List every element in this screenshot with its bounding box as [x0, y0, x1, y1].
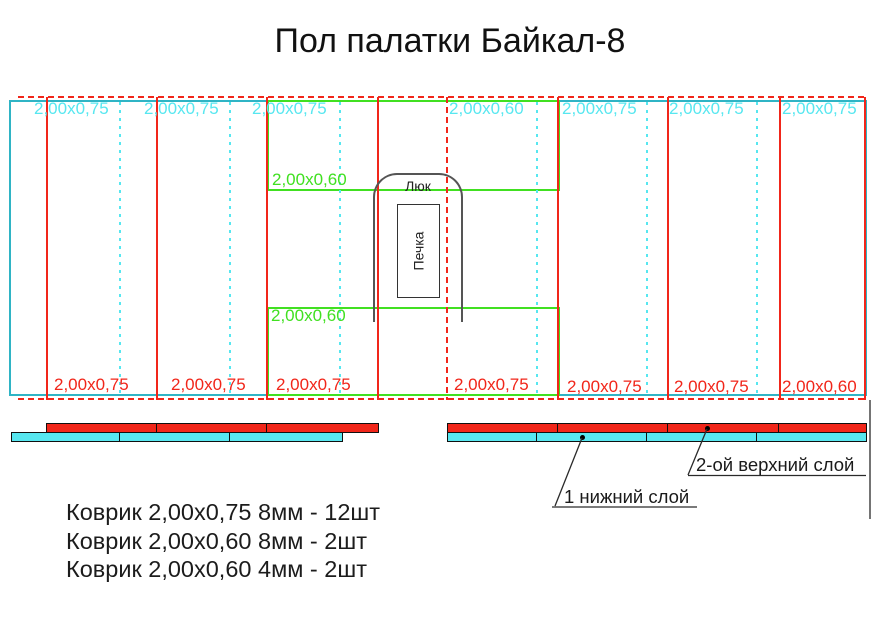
- stove-box: Печка: [397, 204, 440, 298]
- green-mat-upper: [267, 100, 560, 191]
- legend-line: Коврик 2,00х0,60 4мм - 2шт: [66, 556, 367, 583]
- mat-size-label: 2,00х0,60: [449, 99, 524, 118]
- mat-segment-cyan: [229, 432, 343, 442]
- legend-block: Коврик 2,00х0,75 8мм - 12шт Коврик 2,00х…: [66, 498, 380, 584]
- hatch-outline: Люк: [373, 173, 463, 322]
- red-mat-top-edge-dashed: [18, 96, 867, 98]
- hatch-label: Люк: [405, 178, 431, 194]
- page-title: Пол палатки Байкал-8: [274, 22, 626, 60]
- mat-size-label-green: 2,00х0,60: [271, 306, 346, 325]
- red-mat-edge-line: [46, 97, 48, 400]
- mat-size-label: 2,00х0,75: [171, 375, 246, 394]
- cyan-mat-edge-line: [229, 102, 231, 395]
- mat-size-label: 2,00х0,75: [252, 99, 327, 118]
- mat-segment-cyan: [119, 432, 231, 442]
- lower-layer-label: 1 нижний слой: [564, 486, 690, 507]
- cyan-mat-edge-line: [756, 102, 758, 395]
- upper-layer-label: 2-ой верхний слой: [696, 454, 855, 475]
- mat-size-label-green: 2,00х0,60: [272, 170, 347, 189]
- stove-label: Печка: [410, 231, 427, 271]
- red-mat-edge-line: [557, 97, 559, 400]
- mat-segment-cyan: [756, 432, 867, 442]
- cyan-mat-edge-line: [536, 102, 538, 395]
- cyan-mat-edge-line: [646, 102, 648, 395]
- red-mat-edge-line: [377, 97, 379, 400]
- red-mat-edge-line: [667, 97, 669, 400]
- mat-size-label: 2,00х0,75: [454, 375, 529, 394]
- red-mat-bottom-edge-dashed: [18, 398, 867, 400]
- mat-size-label: 2,00х0,75: [144, 99, 219, 118]
- red-mat-edge-line: [266, 97, 268, 400]
- cyan-mat-edge-line: [339, 102, 341, 395]
- red-mat-edge-line: [779, 97, 781, 400]
- legend-line: Коврик 2,00х0,75 8мм - 12шт: [66, 499, 381, 525]
- mat-size-label: 2,00х0,75: [276, 375, 351, 394]
- red-mat-edge-line: [864, 97, 866, 400]
- mat-size-label: 2,00х0,60: [782, 377, 857, 396]
- mat-segment-cyan: [646, 432, 758, 442]
- mat-size-label: 2,00х0,75: [34, 99, 109, 118]
- mat-size-label: 2,00х0,75: [782, 99, 857, 118]
- green-mat-lower: [267, 307, 560, 396]
- mat-size-label: 2,00х0,75: [674, 377, 749, 396]
- mat-size-label: 2,00х0,75: [54, 375, 129, 394]
- mat-segment-cyan: [536, 432, 648, 442]
- red-mat-edge-line-dashed: [446, 97, 448, 400]
- red-mat-edge-line: [156, 97, 158, 400]
- upper-layer-marker-dot: [705, 426, 710, 431]
- mat-size-label: 2,00х0,75: [669, 99, 744, 118]
- mat-size-label: 2,00х0,75: [562, 99, 637, 118]
- lower-layer-marker-dot: [580, 435, 585, 440]
- mat-segment-cyan: [447, 432, 538, 442]
- cyan-mat-edge-line: [119, 102, 121, 395]
- mat-size-label: 2,00х0,75: [567, 377, 642, 396]
- mat-segment-cyan: [11, 432, 121, 442]
- legend-line: Коврик 2,00х0,60 8мм - 2шт: [66, 527, 367, 554]
